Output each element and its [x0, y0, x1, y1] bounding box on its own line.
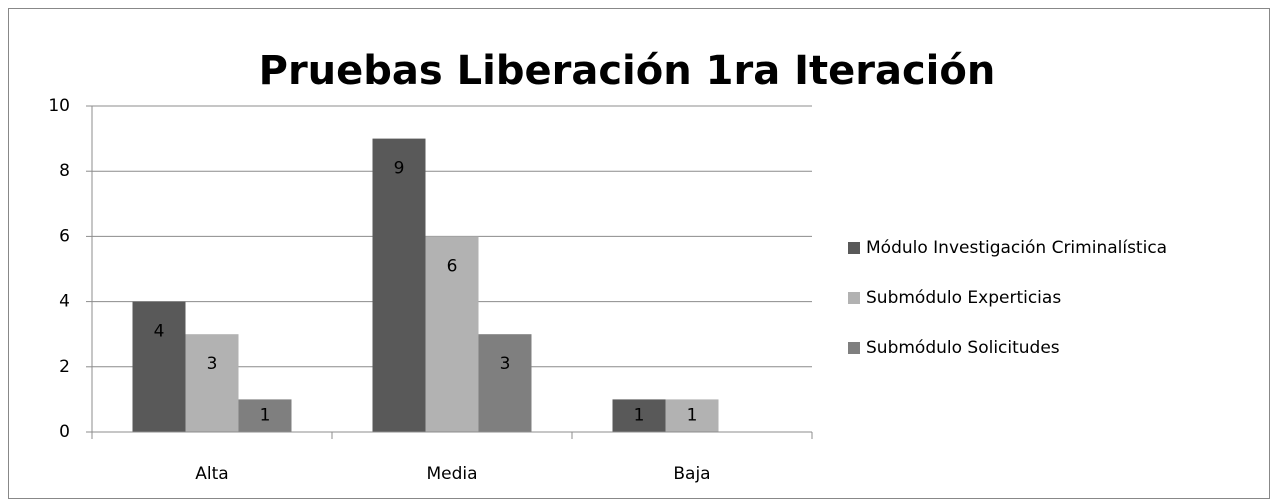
data-label: 3 [207, 354, 218, 374]
bar [372, 138, 426, 432]
x-tick-label: Alta [195, 464, 228, 484]
data-label: 1 [687, 406, 698, 426]
bar [425, 236, 479, 432]
legend-label: Submódulo Solicitudes [866, 338, 1060, 358]
legend-swatch [848, 342, 860, 354]
x-tick-label: Media [426, 464, 477, 484]
bar [612, 399, 666, 432]
data-label: 3 [500, 354, 511, 374]
y-tick-label: 4 [59, 292, 70, 312]
bar [478, 334, 532, 432]
chart-title: Pruebas Liberación 1ra Iteración [259, 48, 996, 94]
data-label: 9 [394, 159, 405, 179]
y-tick-label: 0 [59, 422, 70, 442]
bar [185, 334, 239, 432]
data-label: 1 [634, 406, 645, 426]
bar [238, 399, 292, 432]
y-tick-label: 6 [59, 226, 70, 246]
legend-swatch [848, 242, 860, 254]
legend-swatch [848, 292, 860, 304]
legend-label: Submódulo Experticias [866, 288, 1061, 308]
bar [665, 399, 719, 432]
y-tick-label: 10 [48, 96, 70, 116]
y-tick-label: 8 [59, 161, 70, 181]
y-tick-label: 2 [59, 357, 70, 377]
data-label: 1 [260, 406, 271, 426]
legend-label: Módulo Investigación Criminalística [866, 238, 1167, 258]
bar [132, 301, 186, 432]
data-label: 4 [154, 322, 165, 342]
x-tick-label: Baja [673, 464, 710, 484]
data-label: 6 [447, 256, 458, 276]
